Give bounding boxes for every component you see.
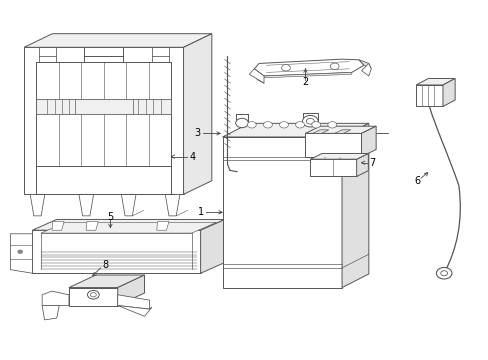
Polygon shape bbox=[69, 275, 144, 288]
Text: 1: 1 bbox=[197, 207, 203, 217]
Polygon shape bbox=[305, 126, 375, 134]
Polygon shape bbox=[165, 194, 180, 216]
Polygon shape bbox=[86, 222, 98, 230]
Polygon shape bbox=[183, 34, 211, 194]
Polygon shape bbox=[334, 130, 350, 134]
Polygon shape bbox=[79, 194, 93, 216]
Circle shape bbox=[279, 122, 288, 128]
Circle shape bbox=[281, 64, 290, 71]
Polygon shape bbox=[36, 99, 171, 114]
Text: 2: 2 bbox=[302, 77, 308, 87]
Polygon shape bbox=[200, 220, 224, 273]
Circle shape bbox=[302, 116, 318, 127]
Polygon shape bbox=[10, 234, 32, 273]
Polygon shape bbox=[249, 69, 264, 83]
Polygon shape bbox=[415, 85, 442, 107]
Polygon shape bbox=[42, 291, 69, 306]
Circle shape bbox=[263, 122, 272, 128]
Circle shape bbox=[18, 250, 22, 253]
Text: 4: 4 bbox=[189, 152, 196, 162]
Polygon shape bbox=[222, 137, 341, 288]
Polygon shape bbox=[32, 220, 224, 230]
Polygon shape bbox=[32, 230, 200, 273]
Circle shape bbox=[330, 63, 338, 69]
Polygon shape bbox=[358, 60, 370, 69]
Circle shape bbox=[235, 118, 248, 128]
Polygon shape bbox=[254, 59, 363, 76]
Polygon shape bbox=[118, 295, 149, 309]
Circle shape bbox=[440, 271, 447, 276]
Polygon shape bbox=[121, 194, 136, 216]
Polygon shape bbox=[305, 134, 361, 157]
Polygon shape bbox=[157, 222, 168, 230]
Circle shape bbox=[90, 293, 96, 297]
Text: 6: 6 bbox=[413, 176, 419, 186]
Circle shape bbox=[327, 122, 336, 128]
Circle shape bbox=[306, 118, 314, 124]
Circle shape bbox=[311, 122, 320, 128]
Text: 3: 3 bbox=[194, 129, 200, 138]
Polygon shape bbox=[30, 194, 45, 216]
Polygon shape bbox=[361, 63, 370, 76]
Circle shape bbox=[435, 267, 451, 279]
Polygon shape bbox=[118, 306, 152, 316]
Circle shape bbox=[247, 122, 256, 128]
Polygon shape bbox=[442, 78, 454, 107]
Polygon shape bbox=[341, 123, 368, 288]
Polygon shape bbox=[52, 222, 64, 230]
Polygon shape bbox=[118, 275, 144, 306]
Polygon shape bbox=[264, 72, 351, 78]
Polygon shape bbox=[361, 126, 375, 157]
Text: 8: 8 bbox=[102, 260, 108, 270]
Polygon shape bbox=[312, 130, 328, 134]
Circle shape bbox=[295, 122, 304, 128]
Polygon shape bbox=[41, 222, 216, 233]
Polygon shape bbox=[310, 159, 356, 176]
Polygon shape bbox=[24, 34, 211, 47]
Polygon shape bbox=[415, 78, 454, 85]
Polygon shape bbox=[222, 123, 368, 137]
Polygon shape bbox=[69, 288, 118, 306]
Polygon shape bbox=[24, 47, 183, 194]
Text: 5: 5 bbox=[107, 212, 113, 222]
Text: 7: 7 bbox=[368, 158, 375, 168]
Polygon shape bbox=[42, 306, 59, 320]
Polygon shape bbox=[310, 153, 367, 159]
Polygon shape bbox=[356, 153, 367, 176]
Circle shape bbox=[87, 291, 99, 299]
